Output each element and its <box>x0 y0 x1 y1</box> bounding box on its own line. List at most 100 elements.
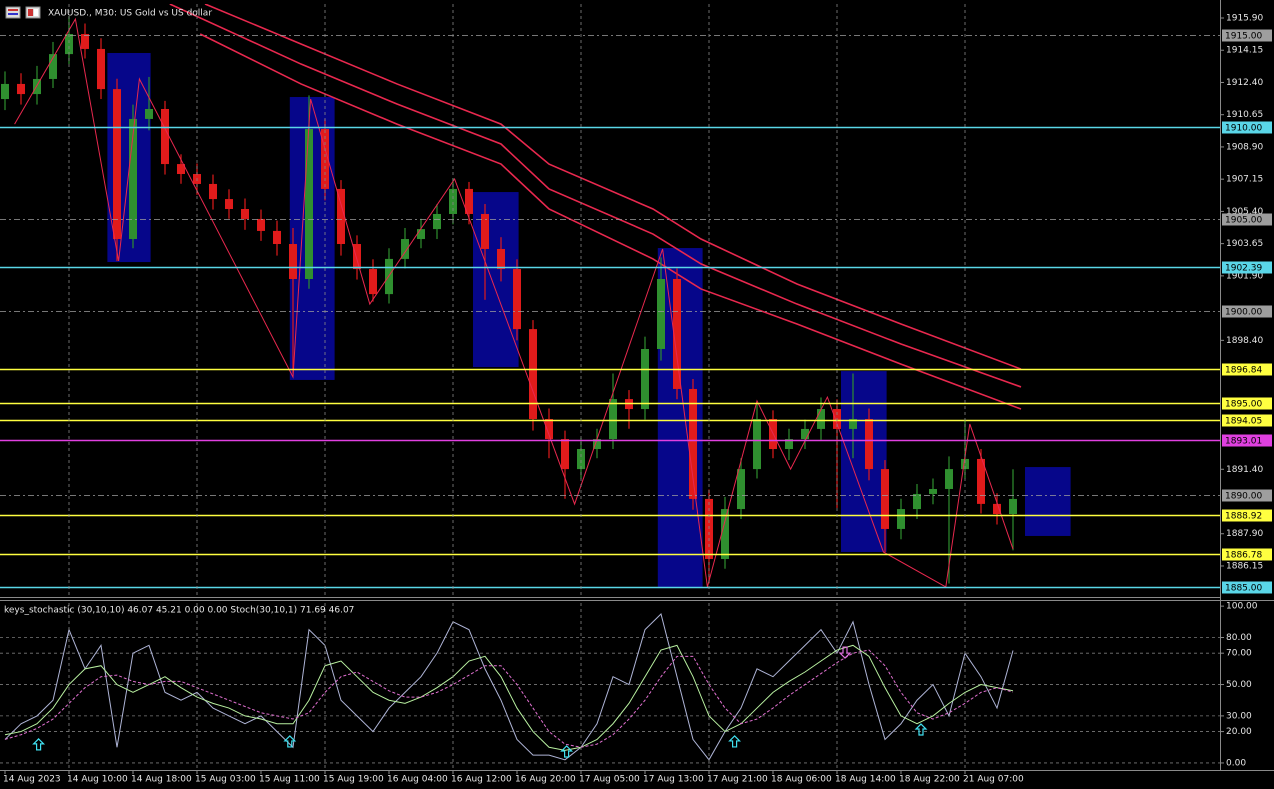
level-label: 1885.00 <box>1225 584 1262 594</box>
candle-body <box>913 493 921 510</box>
candle-body <box>737 469 745 510</box>
candle-body <box>689 388 697 499</box>
panel <box>1 4 1071 589</box>
y-tick-label: 30.00 <box>1226 711 1252 721</box>
y-tick-label: 0.00 <box>1226 758 1246 768</box>
candle-body <box>257 218 265 231</box>
candle-body <box>497 248 505 270</box>
level-label-box <box>1222 305 1272 318</box>
axis: 1915.90 1914.15 1912.40 1910.65 1908.90 1907.… <box>1220 13 1263 571</box>
level-label-box <box>1222 581 1272 594</box>
level-label-box <box>1222 548 1272 561</box>
candle-body <box>513 269 521 330</box>
y-tick-label: 1905.40 <box>1226 207 1263 217</box>
x-tick-label: 15 Aug 11:00 <box>259 775 320 785</box>
panel <box>0 613 1220 764</box>
y-tick-label: 1886.15 <box>1226 561 1263 571</box>
candle-body <box>17 83 25 95</box>
candle-body <box>561 439 569 470</box>
oscillator-line <box>4 649 1014 748</box>
level-label: 1894.05 <box>1225 417 1262 427</box>
candle-body <box>353 244 361 270</box>
candle-body <box>113 89 121 240</box>
y-tick-label: 1912.40 <box>1226 78 1263 88</box>
candle-body <box>209 183 217 200</box>
candle-body <box>161 108 169 165</box>
candle-body <box>305 129 313 280</box>
y-tick-label: 1908.90 <box>1226 142 1263 152</box>
candle-body <box>241 209 249 219</box>
zone <box>841 371 887 552</box>
candle-body <box>609 399 617 440</box>
x-tick-label: 15 Aug 03:00 <box>195 775 256 785</box>
candle-body <box>289 244 297 280</box>
y-tick-label: 1898.40 <box>1226 336 1263 346</box>
candle-body <box>753 418 761 470</box>
candle-body <box>81 34 89 49</box>
level-label: 1910.00 <box>1225 124 1262 134</box>
candle-body <box>657 279 665 349</box>
panel-title: XAUUSD., M30: US Gold vs US dollar <box>48 9 212 19</box>
level-label-box <box>1222 261 1272 274</box>
x-tick-label: 15 Aug 19:00 <box>323 775 384 785</box>
moving-average <box>169 4 1022 388</box>
signal-arrow <box>560 745 574 758</box>
candle-body <box>929 488 937 494</box>
candle-body <box>481 213 489 249</box>
level-label: 1895.00 <box>1225 400 1262 410</box>
y-tick-label: 50.00 <box>1226 680 1252 690</box>
level-label-box <box>1222 121 1272 134</box>
x-tick-label: 18 Aug 22:00 <box>899 775 960 785</box>
panel-title: keys_stochastic (30,10,10) 46.07 45.21 0… <box>4 606 354 616</box>
y-tick-label: 80.00 <box>1226 633 1252 643</box>
candle-body <box>545 418 553 440</box>
candle-body <box>465 188 473 214</box>
axis: 100.00 80.00 70.00 50.00 30.00 20.00 0.00 14 Au… <box>3 602 1258 785</box>
x-tick-label: 16 Aug 20:00 <box>515 775 576 785</box>
x-tick-label: 16 Aug 04:00 <box>387 775 448 785</box>
x-tick-label: 14 Aug 18:00 <box>131 775 192 785</box>
level-label: 1905.00 <box>1225 216 1262 226</box>
signal-arrow <box>914 723 928 736</box>
level-label: 1900.00 <box>1225 308 1262 318</box>
candle-body <box>97 48 105 90</box>
x-tick-label: 14 Aug 10:00 <box>67 775 128 785</box>
candle-body <box>721 509 729 559</box>
y-tick-label: 1891.40 <box>1226 465 1263 475</box>
level-label-box <box>1222 414 1272 427</box>
candle-body <box>801 428 809 440</box>
x-tick-label: 17 Aug 05:00 <box>579 775 640 785</box>
y-tick-label: 100.00 <box>1226 602 1258 612</box>
candle-body <box>33 78 41 95</box>
candle-body <box>865 418 873 470</box>
y-tick-label: 1910.65 <box>1226 110 1263 120</box>
level-label: 1888.92 <box>1225 512 1262 522</box>
level-label: 1915.00 <box>1225 32 1262 42</box>
oscillator-line <box>4 644 1014 751</box>
candle-body <box>817 409 825 429</box>
y-tick-label: 1903.65 <box>1226 239 1263 249</box>
x-tick-label: 18 Aug 14:00 <box>835 775 896 785</box>
candle-body <box>961 458 969 470</box>
zone <box>1025 467 1071 536</box>
y-tick-label: 1914.15 <box>1226 46 1263 56</box>
y-tick-label: 1887.90 <box>1226 529 1263 539</box>
candle-body <box>1 83 9 100</box>
candle-body <box>881 469 889 529</box>
symbol-icons <box>5 6 41 19</box>
moving-average <box>199 33 1022 410</box>
signal-arrow <box>838 646 852 659</box>
candle-body <box>49 54 57 79</box>
candle-body <box>593 439 601 450</box>
candle-body <box>321 129 329 189</box>
signal-arrow <box>283 735 297 748</box>
level-label: 1890.00 <box>1225 492 1262 502</box>
candle-body <box>401 239 409 259</box>
zigzag <box>14 17 1014 588</box>
x-tick-label: 21 Aug 07:00 <box>963 775 1024 785</box>
level-label-box <box>1222 363 1272 376</box>
candle-body <box>785 439 793 450</box>
level-label: 1893.01 <box>1225 437 1262 447</box>
